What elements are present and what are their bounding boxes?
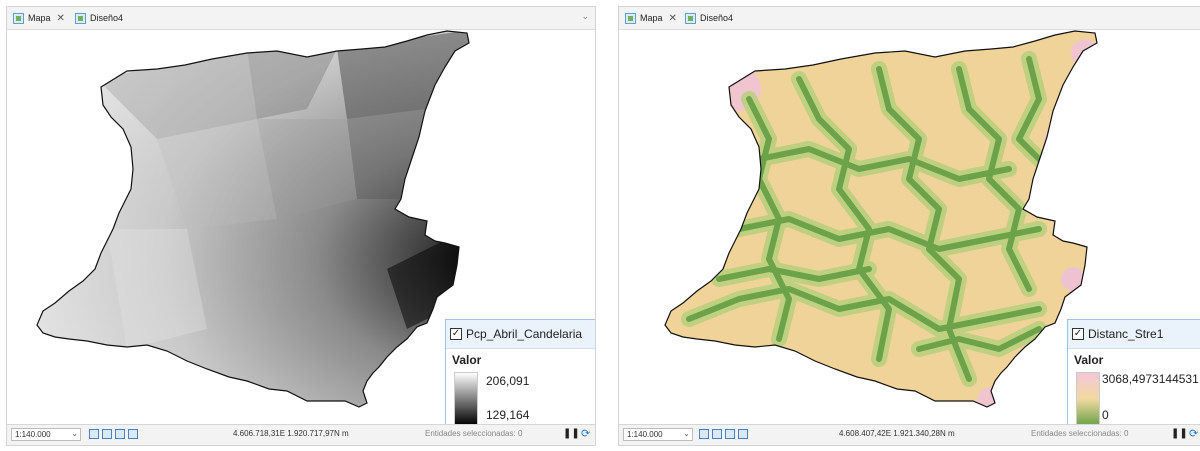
status-tools: [89, 429, 138, 439]
legend-high-value: 206,091: [486, 374, 530, 388]
chevron-down-icon[interactable]: ⌄: [581, 11, 589, 21]
tab-label: Diseño4: [700, 13, 734, 23]
tab-bar: Mapa ✕ Diseño4: [619, 7, 1200, 30]
selected-features: Entidades seleccionadas: 0: [425, 429, 523, 438]
tab-mapa[interactable]: Mapa ✕: [625, 10, 677, 26]
status-tools: [699, 429, 748, 439]
chevron-down-icon: ⌄: [71, 429, 78, 438]
map-panel-right: Mapa ✕ Diseño4: [618, 6, 1200, 446]
map-canvas[interactable]: [619, 29, 1200, 427]
tab-label: Mapa: [28, 13, 51, 23]
layer-name: Pcp_Abril_Candelaria: [466, 327, 583, 341]
selected-features: Entidades seleccionadas: 0: [1031, 429, 1129, 438]
legend-gradient-swatch: [454, 372, 478, 426]
layout-icon: [75, 12, 86, 24]
scale-dropdown[interactable]: 1:140.000 ⌄: [623, 428, 693, 441]
legend-field-label: Valor: [1074, 353, 1104, 367]
legend-low-value: 129,164: [486, 408, 530, 422]
tab-diseno4[interactable]: Diseño4: [75, 10, 123, 26]
pause-icon[interactable]: ❚❚: [563, 428, 580, 439]
legend-panel: ✓ Pcp_Abril_Candelaria Valor 206,091 129…: [445, 319, 595, 431]
scale-value: 1:140.000: [15, 430, 51, 439]
refresh-icon[interactable]: ⟳: [1189, 428, 1199, 440]
scale-value: 1:140.000: [627, 430, 663, 439]
layer-name: Distanc_Stre1: [1088, 327, 1164, 341]
snapping-icon[interactable]: [115, 429, 125, 439]
close-icon[interactable]: ✕: [668, 12, 677, 24]
coordinate-readout: 4.608.407,42E 1.921.340,28N m: [839, 429, 955, 438]
legend-low-value: 0: [1102, 408, 1109, 422]
legend-gradient-swatch: [1076, 372, 1100, 426]
layer-visibility-checkbox[interactable]: ✓: [450, 328, 462, 340]
tab-label: Diseño4: [90, 13, 124, 23]
tab-bar: Mapa ✕ Diseño4 ⌄: [7, 7, 595, 30]
map-panel-left: Mapa ✕ Diseño4 ⌄: [6, 6, 596, 446]
table-icon[interactable]: [712, 429, 722, 439]
coordinate-readout: 4.606.718,31E 1.920.717,97N m: [233, 429, 349, 438]
tab-diseno4[interactable]: Diseño4: [685, 10, 733, 26]
status-bar: 1:140.000 ⌄ 4.606.718,31E 1.920.717,97N …: [7, 424, 595, 445]
map-icon: [13, 12, 24, 24]
map-canvas[interactable]: [7, 29, 596, 427]
scale-dropdown[interactable]: 1:140.000 ⌄: [11, 428, 81, 441]
legend-high-value: 3068,4973144531: [1102, 372, 1199, 386]
close-icon[interactable]: ✕: [56, 12, 65, 24]
tab-label: Mapa: [640, 13, 663, 23]
grid-icon[interactable]: [699, 429, 709, 439]
table-icon[interactable]: [102, 429, 112, 439]
snapping-icon[interactable]: [725, 429, 735, 439]
legend-layer-row[interactable]: ✓ Distanc_Stre1: [1068, 320, 1200, 349]
legend-panel: ✓ Distanc_Stre1 Valor 3068,4973144531 0: [1067, 319, 1200, 431]
tab-mapa[interactable]: Mapa ✕: [13, 10, 65, 26]
pause-icon[interactable]: ❚❚: [1171, 428, 1188, 439]
map-icon: [625, 12, 636, 24]
refresh-icon[interactable]: ⟳: [581, 428, 591, 440]
navigate-icon[interactable]: [128, 429, 138, 439]
layout-icon: [685, 12, 696, 24]
navigate-icon[interactable]: [738, 429, 748, 439]
layer-visibility-checkbox[interactable]: ✓: [1072, 328, 1084, 340]
chevron-down-icon: ⌄: [683, 429, 690, 438]
legend-field-label: Valor: [452, 353, 482, 367]
grid-icon[interactable]: [89, 429, 99, 439]
status-bar: 1:140.000 ⌄ 4.608.407,42E 1.921.340,28N …: [619, 424, 1200, 445]
legend-layer-row[interactable]: ✓ Pcp_Abril_Candelaria: [446, 320, 595, 349]
